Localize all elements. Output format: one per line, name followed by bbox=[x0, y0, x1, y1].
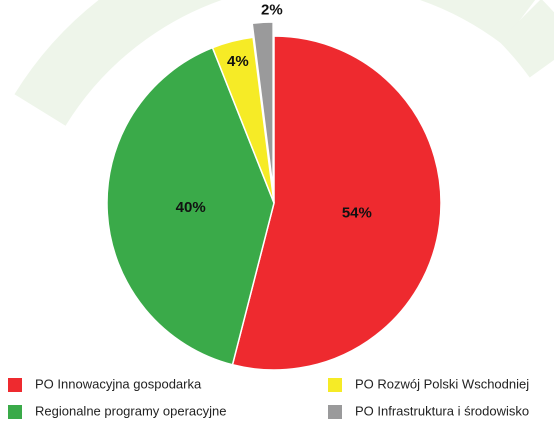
pie-slice bbox=[106, 46, 275, 366]
legend-swatch bbox=[8, 378, 22, 392]
pie-slice bbox=[231, 35, 442, 371]
legend-label: Regionalne programy operacyjne bbox=[35, 403, 227, 418]
pie-slice bbox=[211, 36, 275, 204]
pie-slice bbox=[251, 21, 274, 190]
legend-label: PO Innowacyjna gospodarka bbox=[35, 376, 202, 391]
legend-swatch bbox=[328, 405, 342, 419]
background-swoosh bbox=[498, 0, 554, 78]
legend-swatch bbox=[8, 405, 22, 419]
legend-label: PO Infrastruktura i środowisko bbox=[355, 403, 529, 418]
data-label: 54% bbox=[342, 204, 372, 221]
background-swoosh bbox=[14, 0, 536, 126]
data-label: 40% bbox=[176, 199, 206, 216]
data-label: 4% bbox=[227, 53, 249, 70]
data-label: 2% bbox=[261, 1, 283, 18]
legend-label: PO Rozwój Polski Wschodniej bbox=[355, 376, 529, 391]
legend-swatch bbox=[328, 378, 342, 392]
